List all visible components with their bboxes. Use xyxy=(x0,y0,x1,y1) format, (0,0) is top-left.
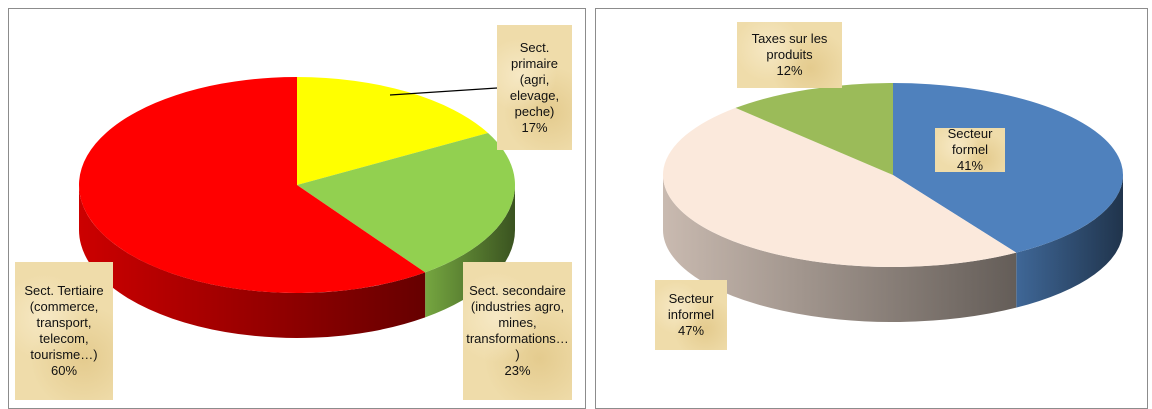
pie-slice xyxy=(662,107,1017,268)
label-box: Secteur formel 41% xyxy=(935,128,1005,172)
value-label: 60% xyxy=(50,363,78,378)
pie-slice xyxy=(735,83,893,175)
category-label: Secteur formel xyxy=(947,128,993,157)
label-box: Sect. primaire (agri, elevage, peche) 17% xyxy=(497,25,572,150)
data-label: Sect. Tertiaire (commerce, transport, te… xyxy=(15,262,113,400)
category-label: Secteur informel xyxy=(667,291,715,322)
data-label: Sect. secondaire (industries agro, mines… xyxy=(463,262,572,400)
category-label: Sect. secondaire (industries agro, mines… xyxy=(466,283,569,362)
pie-side xyxy=(78,185,426,339)
data-label: Sect. primaire (agri, elevage, peche)17% xyxy=(497,25,572,150)
value-label: 41% xyxy=(956,158,984,172)
category-label: Sect. Tertiaire (commerce, transport, te… xyxy=(24,283,104,362)
pie-slice xyxy=(78,77,426,293)
value-label: 17% xyxy=(521,119,548,135)
category-label: Taxes sur les produits xyxy=(751,31,828,62)
label-box: Taxes sur les produits 12% xyxy=(737,22,842,88)
value-label: 23% xyxy=(504,363,531,378)
value-label: 12% xyxy=(776,63,803,78)
pie-side xyxy=(1016,175,1123,308)
pie-side xyxy=(425,185,515,318)
label-box: Sect. Tertiaire (commerce, transport, te… xyxy=(15,262,113,400)
pie-slice xyxy=(297,77,489,185)
pie-side xyxy=(663,175,1017,322)
label-box: Secteur informel 47% xyxy=(655,280,727,350)
category-label: Sect. primaire (agri, elevage, peche) xyxy=(509,39,560,119)
value-label: 47% xyxy=(677,323,705,338)
leader-line xyxy=(389,87,498,96)
label-box: Sect. secondaire (industries agro, mines… xyxy=(463,262,572,400)
pie-slice xyxy=(893,83,1123,253)
pie-slice xyxy=(297,132,515,273)
